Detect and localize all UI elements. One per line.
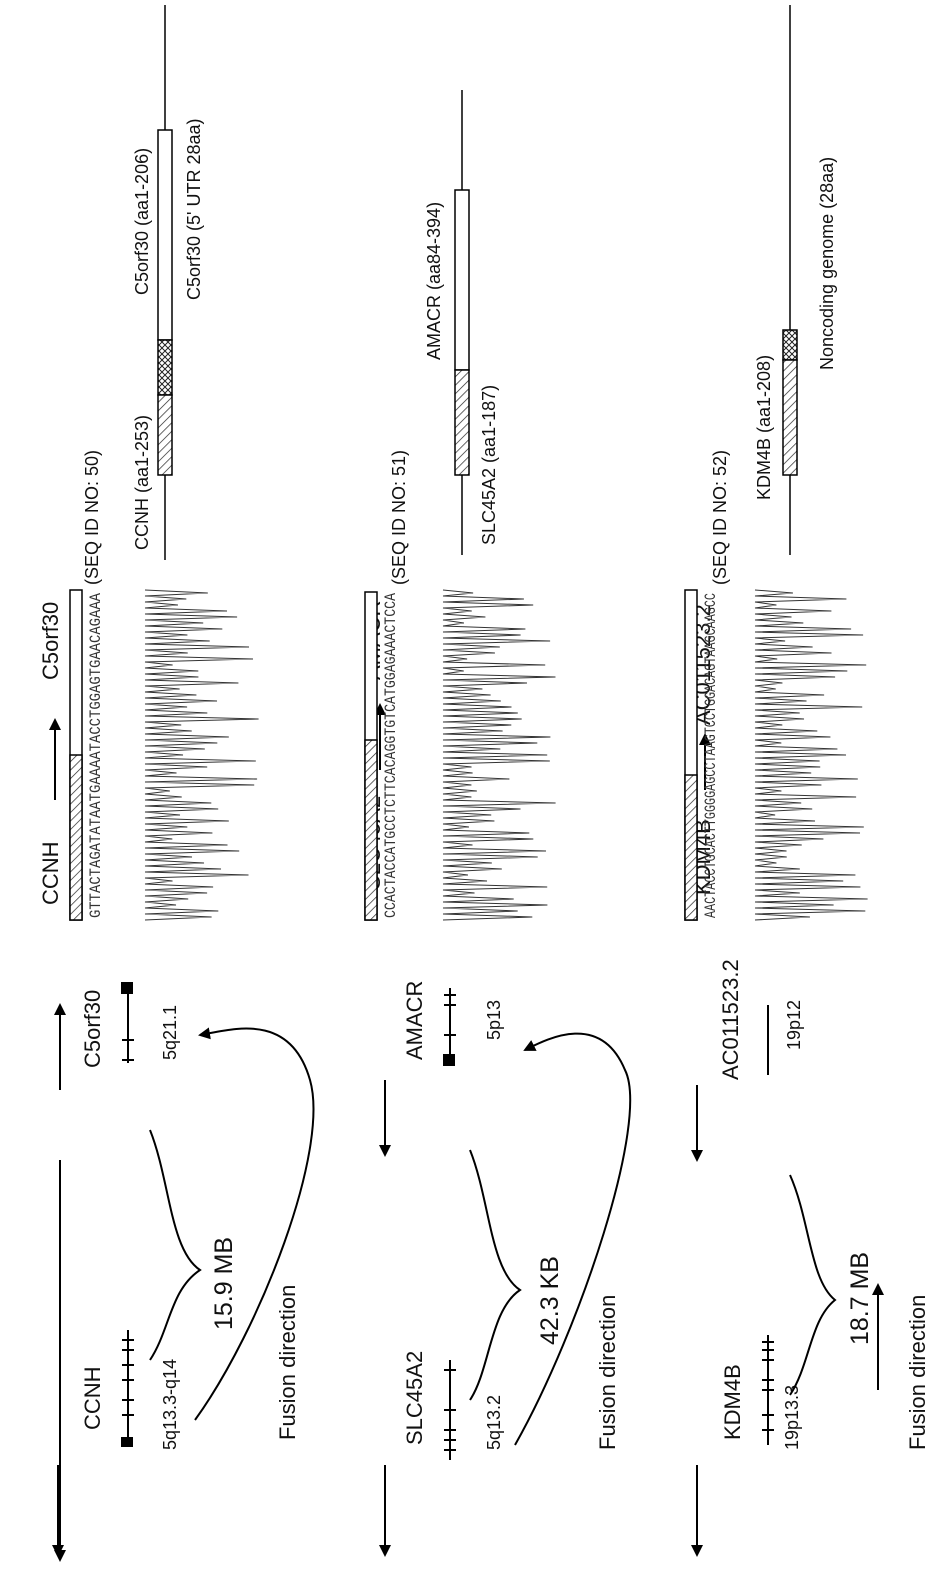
- band1-label: 19p13.3: [782, 1385, 802, 1450]
- fusion-direction-label: Fusion direction: [275, 1285, 300, 1440]
- kdm4b-box: [782, 359, 798, 476]
- gene2-label: C5orf30: [80, 990, 105, 1068]
- seq-gene-left: CCNH: [38, 841, 63, 905]
- amacr-box: [454, 189, 470, 371]
- fusion-direction-label: Fusion direction: [905, 1295, 930, 1450]
- band2-label: 5q21.1: [160, 1005, 180, 1060]
- band1-label: 5q13.3-q14: [160, 1359, 180, 1450]
- domain-panel-2: AMACR (aa84-394) SLC45A2 (aa1-187): [424, 90, 499, 555]
- seq-panel-3: KDM4B AC011523.2 AACTACCTGCACTTGGGGAGCCT…: [684, 450, 868, 921]
- distance-label: 18.7 MB: [846, 1252, 874, 1345]
- seq-gene-right: C5orf30: [38, 602, 63, 680]
- fusion-bar-left: [69, 754, 83, 921]
- distance-brace: [149, 1129, 202, 1361]
- chrom-panel-1: CCNH 5q13.3-q14 C5orf30 5q21.1 15.9 MB F…: [52, 982, 315, 1562]
- right-bottom-label: C5orf30 (5' UTR 28aa): [184, 118, 204, 300]
- chromatogram-trace: [144, 589, 259, 921]
- fusion-curve: [514, 1032, 632, 1446]
- chrom-panel-2: SLC45A2 5q13.2 AMACR 5p13 42.3 KB Fusion…: [379, 981, 632, 1557]
- gene1-label: SLC45A2: [402, 1351, 427, 1445]
- fusion-bar-left: [364, 739, 378, 921]
- right-top-label: C5orf30 (aa1-206): [132, 148, 152, 295]
- chromatogram-trace: [442, 589, 556, 921]
- c5orf30-exon-track: [121, 982, 134, 1063]
- right-bottom-label: Noncoding genome (28aa): [817, 157, 837, 370]
- sequence-text: AACTACCTGCACTTGGGGAGCCTAAGTCCTGGACAGTAAG…: [702, 593, 720, 918]
- sequence-text: GTTACTAGATATAATGAAAATACCTGGAGTGAACAGAAA: [87, 593, 105, 918]
- gene1-label: CCNH: [80, 1366, 105, 1430]
- band2-label: 19p12: [784, 1000, 804, 1050]
- distance-brace: [469, 1149, 522, 1401]
- distance-label: 15.9 MB: [210, 1237, 238, 1330]
- ccnh-exon-track: [121, 1330, 134, 1447]
- seq-panel-1: CCNH C5orf30 GTTACTAGATATAATGAAAATACCTGG…: [38, 450, 259, 921]
- distance-label: 42.3 KB: [536, 1256, 564, 1345]
- distance-brace: [789, 1174, 837, 1396]
- band1-label: 5q13.2: [484, 1395, 504, 1450]
- slc45a2-box: [454, 369, 470, 476]
- chromatogram-trace: [754, 589, 868, 921]
- chrom-panel-3: KDM4B 19p13.3 AC011523.2 19p12 18.7 MB F…: [691, 959, 930, 1557]
- domain-panel-1: CCNH (aa1-253) C5orf30 (aa1-206) C5orf30…: [132, 5, 204, 560]
- gene2-label: AC011523.2: [718, 959, 743, 1080]
- c5orf30-box: [157, 129, 173, 341]
- left-domain-label: CCNH (aa1-253): [132, 415, 152, 550]
- right-top-label: AMACR (aa84-394): [424, 202, 444, 360]
- right-bottom-label: SLC45A2 (aa1-187): [479, 385, 499, 545]
- seq-id-label: (SEQ ID NO: 50): [82, 450, 102, 585]
- domain-panel-3: KDM4B (aa1-208) Noncoding genome (28aa): [754, 5, 837, 555]
- noncoding-box: [782, 329, 798, 361]
- left-domain-label: KDM4B (aa1-208): [754, 355, 774, 500]
- seq-id-label: (SEQ ID NO: 52): [710, 450, 730, 585]
- fusion-bar-left: [684, 774, 698, 921]
- band2-label: 5p13: [484, 1000, 504, 1040]
- seq-id-label: (SEQ ID NO: 51): [389, 450, 409, 585]
- gene1-label: KDM4B: [720, 1364, 745, 1440]
- gene2-label: AMACR: [402, 981, 427, 1060]
- fusion-direction-label: Fusion direction: [595, 1295, 620, 1450]
- kdm4b-exon-track: [762, 1335, 774, 1445]
- fusion-curve: [194, 1027, 315, 1421]
- utr-box: [157, 339, 173, 396]
- sequence-text: CCACTACCATGCCTCTTCACAGGTGTCATGGAGAAACTCC…: [382, 593, 400, 918]
- ccnh-box: [157, 394, 173, 476]
- slc45a2-exon-track: [444, 1360, 456, 1460]
- amacr-exon-track: [443, 988, 456, 1066]
- seq-panel-2: SLC45A2 AMACR CCACTACCATGCCTCTTCACAGGTGT…: [360, 450, 556, 921]
